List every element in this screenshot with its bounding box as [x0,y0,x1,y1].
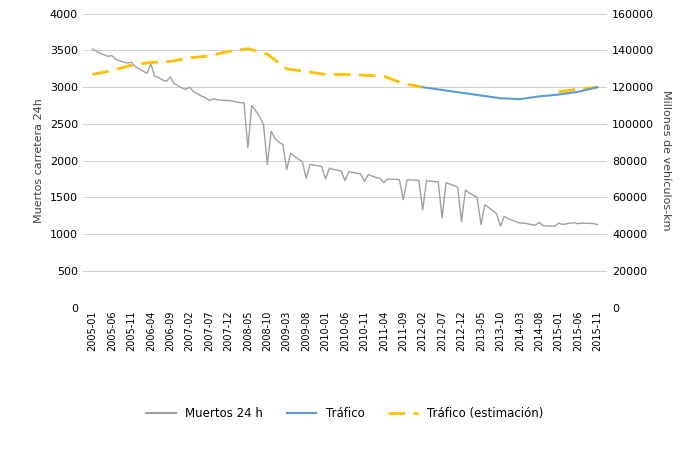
Legend: Muertos 24 h, Tráfico, Tráfico (estimación): Muertos 24 h, Tráfico, Tráfico (estimaci… [141,403,549,425]
Y-axis label: Millones de vehículos-km: Millones de vehículos-km [661,90,671,231]
Y-axis label: Muertos carretera 24h: Muertos carretera 24h [34,98,44,223]
